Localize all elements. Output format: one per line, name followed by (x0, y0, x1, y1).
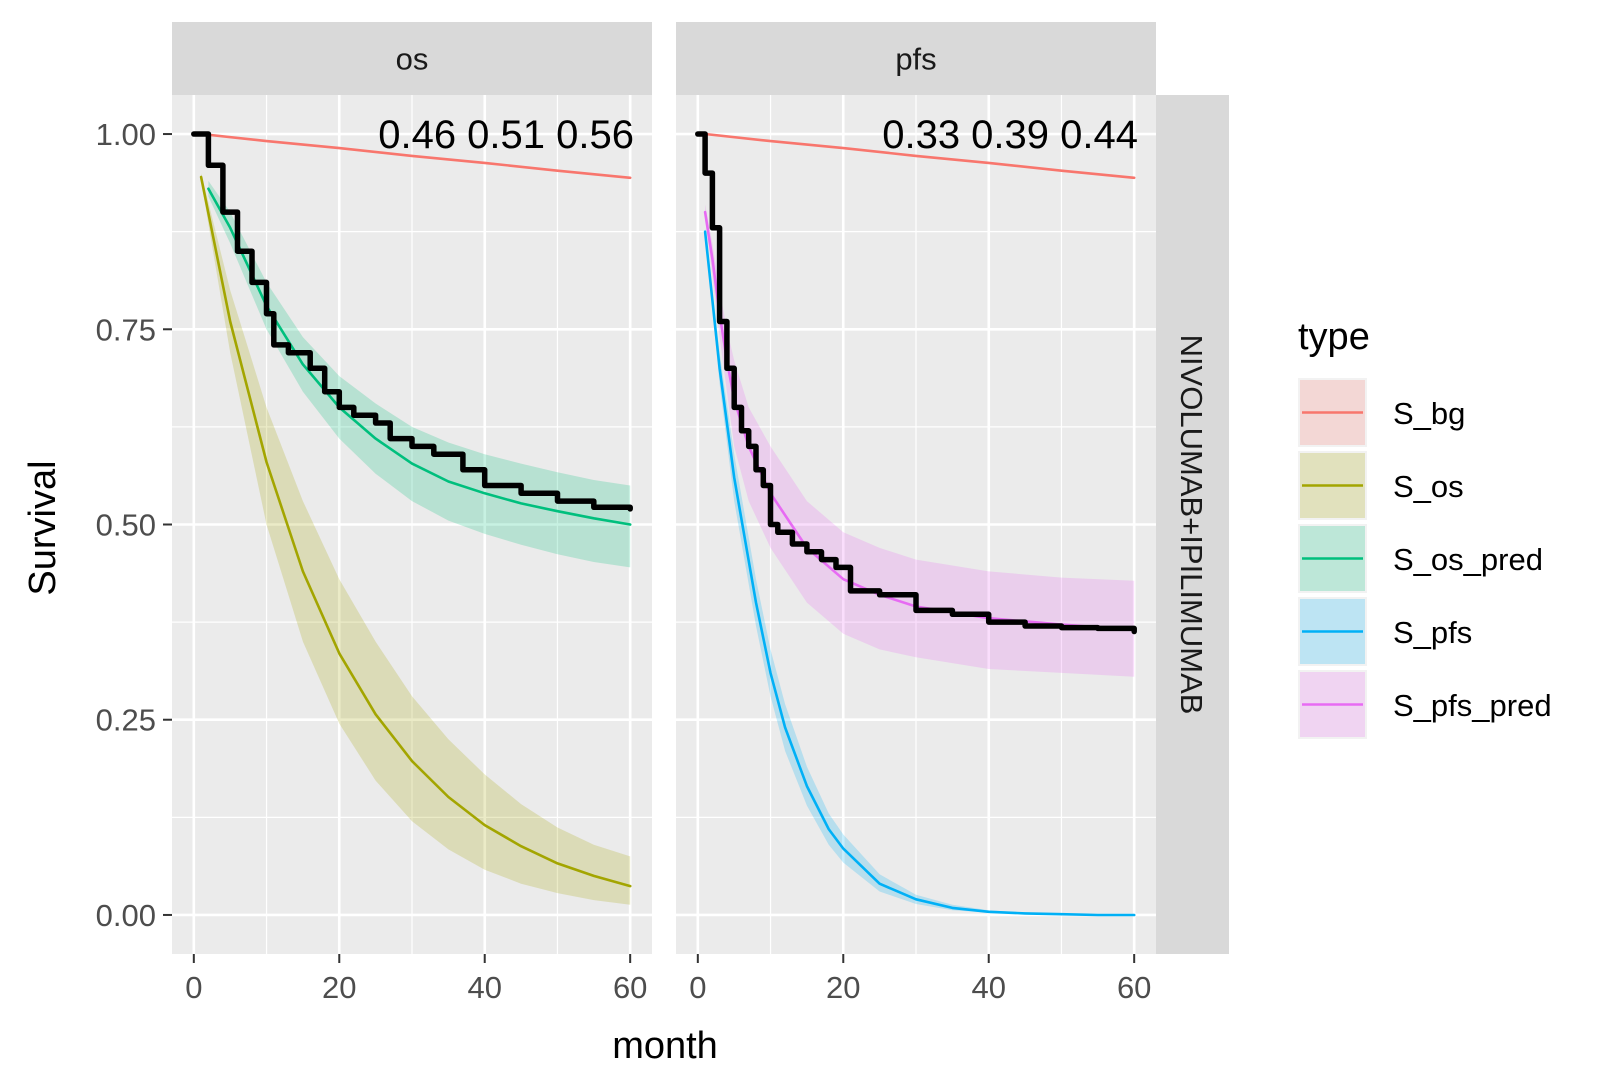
y-tick-label: 1.00 (96, 117, 156, 152)
x-tick-label: 60 (613, 970, 647, 1005)
line-KM_os (191, 131, 633, 512)
panel-os: 0.46 0.51 0.56 os 0 20 40 60 0.00 0.25 0.50 0.75 1… (96, 22, 652, 1005)
panel-annotation: 0.33 0.39 0.44 (882, 113, 1138, 157)
x-tick-label: 0 (185, 970, 202, 1005)
panel-annotation: 0.46 0.51 0.56 (378, 113, 634, 157)
y-tick-label: 0.75 (96, 312, 156, 347)
legend-label: S_pfs_pred (1393, 688, 1552, 723)
x-tick-label: 40 (971, 970, 1005, 1005)
legend-label: S_os_pred (1393, 542, 1543, 577)
legend-title: type (1298, 316, 1370, 358)
facet-strip-os (172, 22, 652, 95)
line-S_bg (199, 132, 632, 180)
y-axis-title: Survival (22, 460, 64, 595)
ribbon-S_pfs_pred (705, 204, 1135, 677)
facet-strip-label: pfs (895, 42, 936, 77)
line-S_bg (703, 132, 1136, 180)
facet-strip-pfs (676, 22, 1156, 95)
line-S_pfs (703, 230, 1136, 917)
legend-label: S_os (1393, 469, 1464, 504)
legend-entry-S_os_pred: S_os_pred (1298, 524, 1543, 593)
line-KM_pfs (695, 131, 1137, 635)
legend-entry-S_pfs: S_pfs (1298, 597, 1472, 666)
legend-entry-S_bg: S_bg (1298, 378, 1465, 447)
row-strip: NIVOLUMAB+IPILIMUMAB (1156, 95, 1229, 954)
x-tick-label: 60 (1117, 970, 1151, 1005)
y-tick-label: 0.00 (96, 898, 156, 933)
ribbon-S_os_pred (208, 180, 631, 568)
panel-pfs: 0.33 0.39 0.44 pfs 0 20 40 60 (676, 22, 1156, 1005)
line-S_os (199, 175, 632, 888)
row-strip-label: NIVOLUMAB+IPILIMUMAB (1174, 335, 1209, 715)
legend-label: S_pfs (1393, 615, 1472, 650)
y-tick-label: 0.50 (96, 508, 156, 543)
x-tick-label: 40 (467, 970, 501, 1005)
x-axis-title: month (612, 1025, 718, 1067)
legend-entry-S_pfs_pred: S_pfs_pred (1298, 670, 1552, 739)
y-tick-label: 0.25 (96, 703, 156, 738)
row-strip-background (1156, 95, 1229, 954)
legend: type S_bg S_os S_os_pred S_pfs S_pfs_pred (1298, 316, 1552, 739)
legend-entry-S_os: S_os (1298, 451, 1464, 520)
x-tick-label: 0 (689, 970, 706, 1005)
legend-label: S_bg (1393, 396, 1465, 431)
facet-strip-label: os (396, 42, 429, 77)
x-tick-label: 20 (826, 970, 860, 1005)
ribbon-S_os (201, 173, 631, 905)
x-tick-label: 20 (322, 970, 356, 1005)
